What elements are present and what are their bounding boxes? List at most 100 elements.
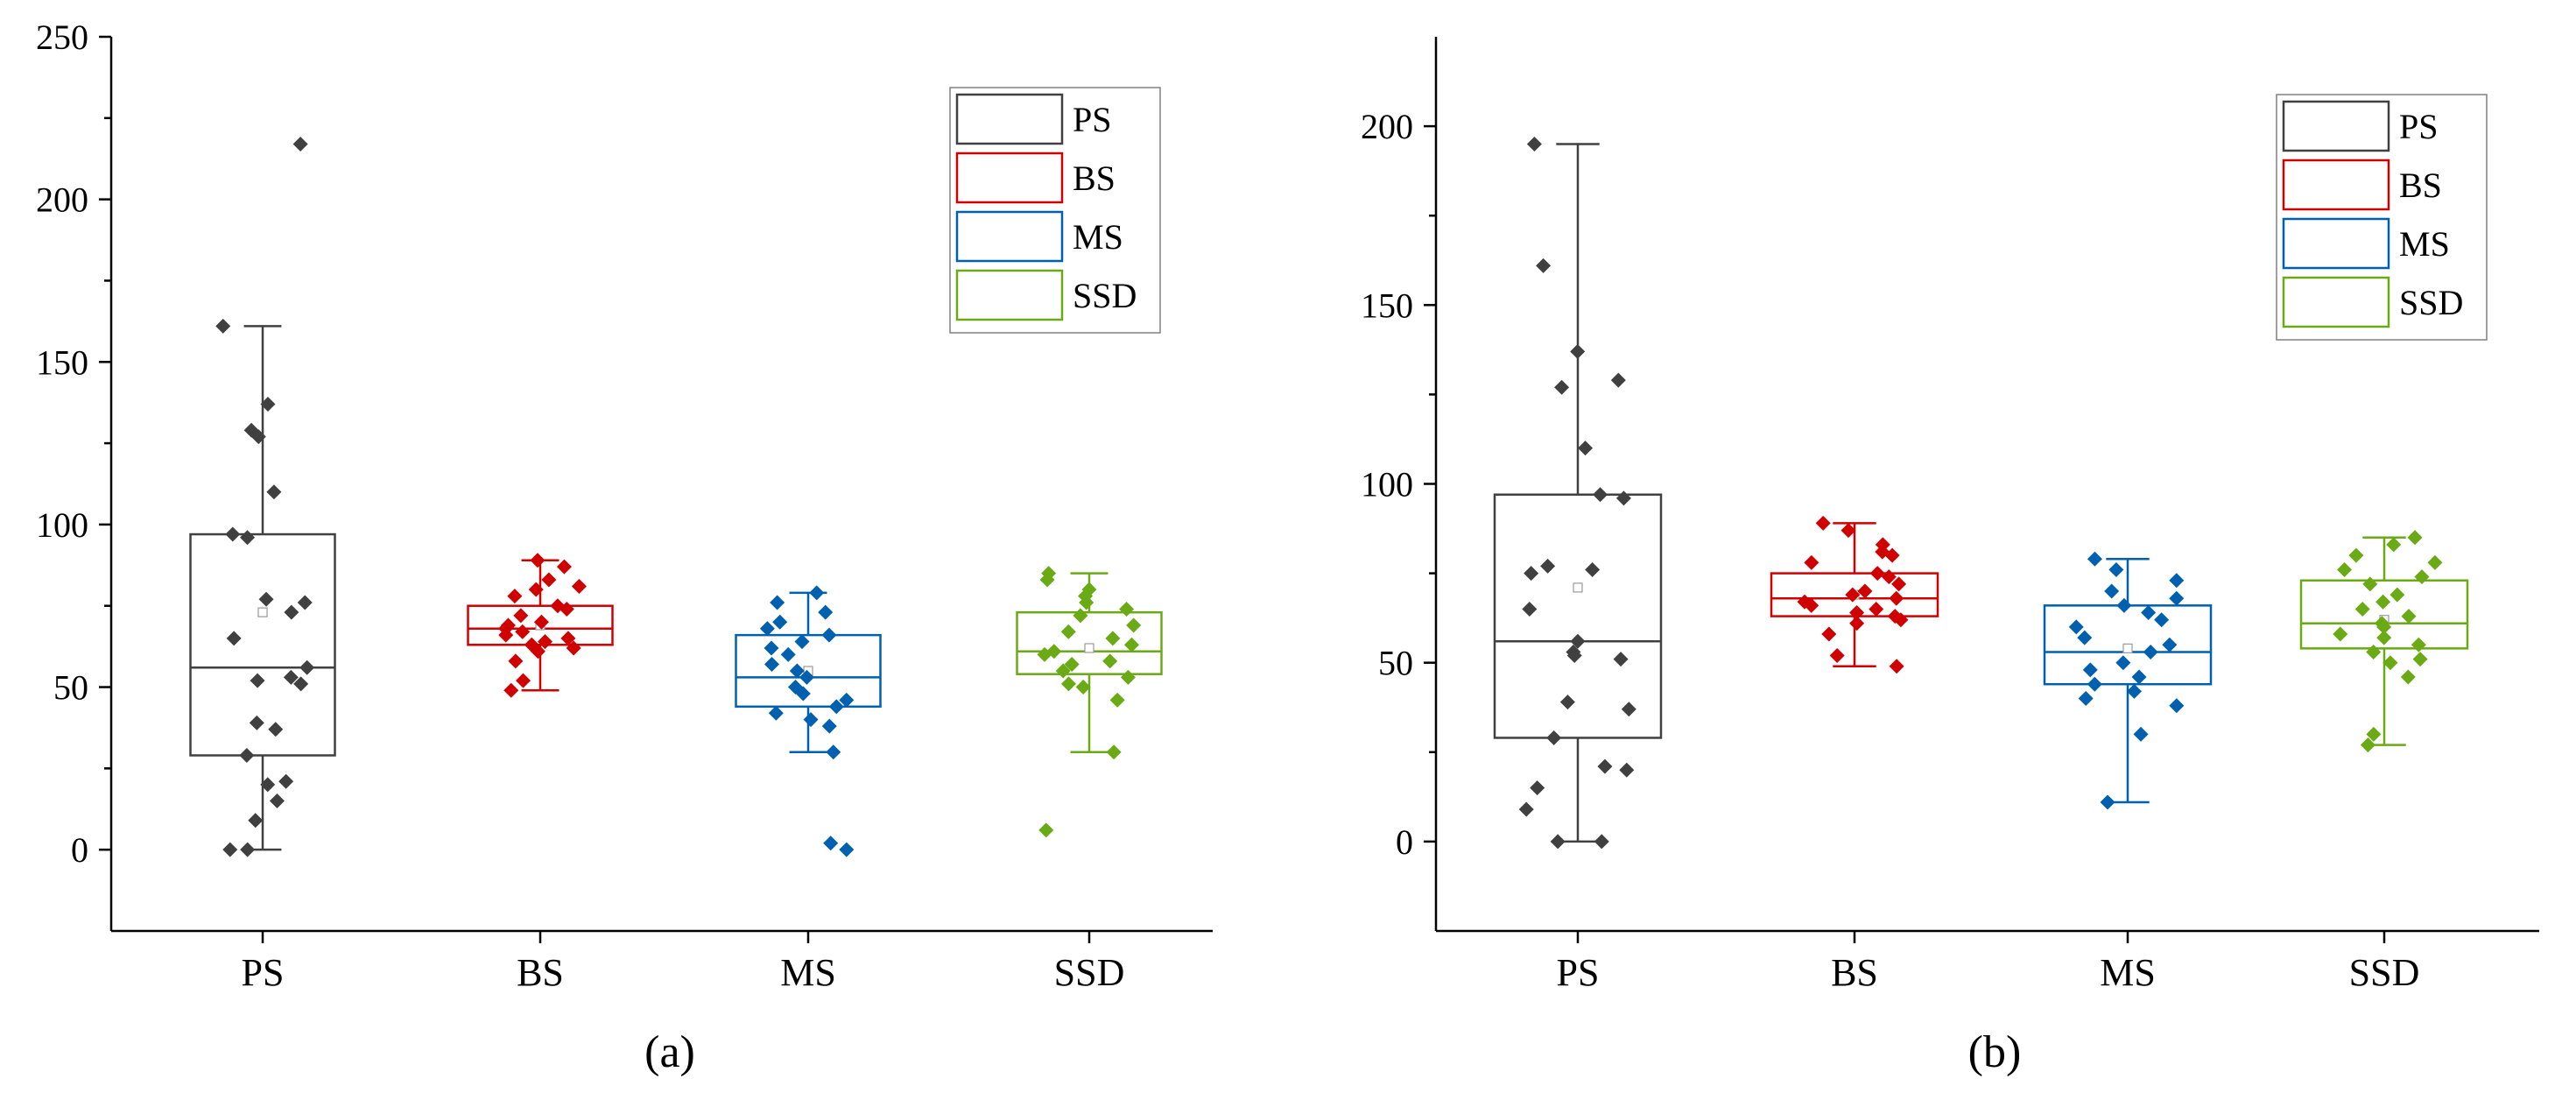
data-point bbox=[2348, 547, 2364, 563]
box-ms bbox=[735, 585, 882, 857]
data-point bbox=[1554, 379, 1570, 395]
data-point bbox=[1524, 566, 1539, 582]
data-point bbox=[292, 137, 308, 152]
box-bs bbox=[1770, 515, 1939, 674]
legend-label-ps: PS bbox=[1073, 100, 1112, 139]
data-point bbox=[1559, 695, 1575, 710]
data-point bbox=[795, 686, 811, 702]
data-point bbox=[530, 644, 545, 659]
data-point bbox=[2126, 683, 2142, 699]
data-point bbox=[222, 842, 238, 857]
box-ms bbox=[2043, 551, 2213, 810]
data-point bbox=[559, 601, 574, 617]
data-point bbox=[1849, 605, 1865, 621]
data-point bbox=[249, 715, 264, 730]
data-point bbox=[1845, 587, 1861, 603]
data-point bbox=[2407, 530, 2423, 546]
data-point bbox=[250, 673, 265, 688]
data-point bbox=[2411, 637, 2426, 652]
data-point bbox=[2104, 583, 2120, 599]
y-tick-label: 50 bbox=[53, 668, 88, 708]
data-point bbox=[2376, 619, 2392, 635]
data-point bbox=[278, 773, 294, 789]
panel-a-box-plot: 0 50 100 150 200 250 PS BS MS SSD PS BS MS SSD (a) bbox=[36, 18, 1213, 1077]
data-point bbox=[2154, 612, 2170, 628]
data-point bbox=[297, 595, 313, 610]
panel-b-box-plot: 0 50 100 150 200 PS BS MS SSD PS BS MS SSD (b) bbox=[1361, 37, 2539, 1077]
data-point bbox=[839, 842, 855, 857]
iqr-box bbox=[189, 532, 336, 757]
legend-swatch-bs bbox=[2282, 159, 2390, 211]
x-tick-label: BS bbox=[1831, 951, 1878, 994]
iqr-box bbox=[735, 633, 882, 709]
data-point bbox=[1891, 576, 1907, 592]
y-tick-label: 0 bbox=[1396, 822, 1413, 862]
data-point bbox=[823, 836, 839, 851]
data-point bbox=[818, 604, 834, 620]
data-point bbox=[764, 640, 779, 656]
data-point bbox=[1109, 692, 1125, 708]
data-point bbox=[2108, 562, 2124, 578]
iqr-box bbox=[1493, 493, 1663, 739]
data-point bbox=[266, 484, 282, 500]
data-point bbox=[1119, 601, 1135, 617]
data-point bbox=[1613, 652, 1629, 667]
data-point bbox=[770, 595, 785, 610]
data-point bbox=[1073, 608, 1088, 624]
data-point bbox=[225, 526, 241, 542]
data-point bbox=[2337, 562, 2353, 578]
data-point bbox=[1105, 631, 1121, 646]
data-point bbox=[1621, 702, 1636, 717]
data-point bbox=[1615, 490, 1631, 506]
data-point bbox=[768, 705, 784, 721]
data-point bbox=[268, 722, 284, 737]
data-point bbox=[1869, 566, 1885, 582]
legend-swatch-ms bbox=[2282, 217, 2390, 270]
data-point bbox=[2169, 590, 2185, 606]
data-point bbox=[772, 614, 788, 630]
data-point bbox=[226, 631, 242, 646]
data-point bbox=[1889, 659, 1904, 674]
data-point bbox=[839, 692, 855, 708]
data-point bbox=[248, 813, 264, 829]
data-point bbox=[1126, 617, 1142, 633]
data-point bbox=[250, 429, 266, 445]
data-point bbox=[1829, 648, 1845, 664]
data-point bbox=[1884, 547, 1900, 563]
data-point bbox=[1804, 597, 1819, 613]
data-point bbox=[1619, 762, 1635, 778]
data-point bbox=[1530, 780, 1545, 796]
legend-swatch-ssd bbox=[955, 269, 1064, 321]
data-point bbox=[515, 673, 531, 688]
data-point bbox=[2162, 637, 2178, 652]
box-ps bbox=[1493, 137, 1663, 850]
legend-label-bs: BS bbox=[1073, 159, 1116, 198]
data-point bbox=[809, 585, 825, 601]
data-point bbox=[515, 624, 531, 639]
data-point bbox=[1821, 626, 1837, 642]
data-point bbox=[2078, 691, 2094, 707]
data-point bbox=[1039, 572, 1055, 588]
data-point bbox=[1038, 822, 1054, 838]
legend-frame bbox=[2276, 94, 2488, 341]
data-point bbox=[1550, 834, 1566, 850]
data-point bbox=[293, 676, 309, 692]
data-point bbox=[1804, 554, 1819, 570]
legend-swatch-ms bbox=[955, 210, 1064, 263]
y-tick-label: 150 bbox=[1361, 286, 1413, 325]
data-point bbox=[2389, 587, 2405, 603]
data-point bbox=[541, 572, 557, 588]
data-point bbox=[2100, 794, 2115, 810]
data-point bbox=[1075, 680, 1091, 695]
legend-label-ms: MS bbox=[2399, 224, 2450, 264]
legend-label-ssd: SSD bbox=[2399, 283, 2463, 322]
data-point bbox=[215, 318, 231, 334]
data-point bbox=[1123, 637, 1139, 652]
data-point bbox=[240, 842, 256, 857]
data-point bbox=[283, 669, 299, 685]
data-point bbox=[1064, 657, 1080, 673]
x-tick-label: SSD bbox=[2349, 951, 2420, 994]
iqr-box bbox=[2299, 579, 2469, 650]
data-point bbox=[764, 657, 779, 673]
